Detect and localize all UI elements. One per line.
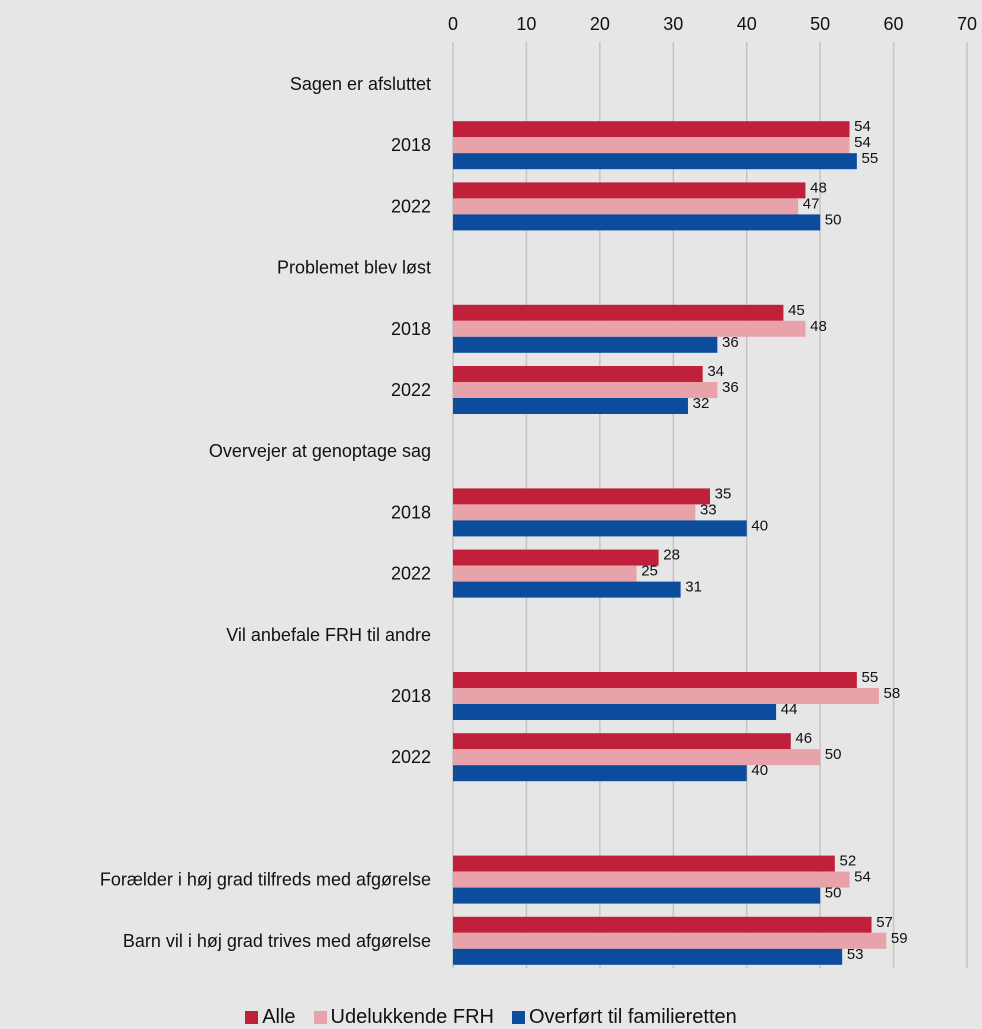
bar-alle — [453, 733, 791, 750]
value-label-udelukkende-frh: 47 — [803, 195, 820, 212]
value-label-alle: 34 — [707, 363, 724, 380]
category-labels: Sagen er afsluttet 2018 2022 Problemet blev… — [100, 74, 431, 951]
category-label: 2022 — [391, 196, 431, 216]
x-tick-label-70: 70 — [957, 14, 977, 34]
legend-swatch-overfort — [511, 1010, 525, 1024]
bar-udelukkende-frh — [453, 932, 887, 949]
value-label-overfort: 36 — [722, 334, 739, 351]
value-label-overfort: 40 — [751, 517, 768, 534]
value-label-alle: 48 — [810, 179, 827, 196]
value-label-udelukkende-frh: 54 — [854, 869, 871, 886]
value-label-alle: 45 — [788, 302, 805, 319]
value-label-alle: 55 — [862, 669, 879, 686]
bar-udelukkende-frh — [453, 871, 850, 888]
value-label-overfort: 32 — [693, 395, 710, 412]
bar-overfort — [453, 581, 681, 598]
legend-label-udelukkende-frh: Udelukkende FRH — [330, 1006, 494, 1028]
value-label-overfort: 50 — [825, 885, 842, 902]
value-label-overfort: 53 — [847, 946, 864, 963]
category-label: 2018 — [391, 686, 431, 706]
category-label: 2022 — [391, 380, 431, 400]
bar-udelukkende-frh — [453, 137, 850, 154]
bar-alle — [453, 672, 857, 688]
value-label-udelukkende-frh: 59 — [891, 930, 908, 947]
bar-overfort — [453, 704, 777, 720]
group-header-label: Sagen er afsluttet — [290, 74, 431, 94]
value-label-alle: 57 — [876, 914, 893, 931]
legend-swatch-alle — [245, 1010, 259, 1024]
value-label-overfort: 55 — [862, 150, 879, 167]
value-label-alle: 46 — [795, 730, 812, 747]
category-label: 2018 — [391, 135, 431, 155]
x-tick-label-10: 10 — [516, 14, 536, 34]
x-tick-label-20: 20 — [590, 14, 610, 34]
category-label: 2018 — [391, 319, 431, 339]
bar-udelukkende-frh — [453, 565, 637, 582]
bar-overfort — [453, 765, 747, 782]
bar-alle — [453, 121, 850, 138]
value-label-udelukkende-frh: 33 — [700, 501, 717, 518]
bar-alle — [453, 855, 835, 872]
value-label-alle: 28 — [663, 547, 680, 564]
x-axis-ticks: 0 10 20 30 40 50 60 70 — [448, 14, 977, 34]
bar-overfort — [453, 948, 843, 965]
x-tick-label-60: 60 — [884, 14, 904, 34]
bar-alle — [453, 488, 710, 505]
bar-overfort — [453, 153, 857, 170]
bar-chart: 0 10 20 30 40 50 60 70 Sagen er afsluttet 2018 20… — [100, 14, 977, 968]
bar-udelukkende-frh — [453, 749, 821, 766]
bar-overfort — [453, 887, 821, 904]
value-label-overfort: 44 — [781, 701, 798, 718]
category-label: 2022 — [391, 564, 431, 584]
bar-overfort — [453, 520, 747, 537]
x-tick-label-30: 30 — [663, 14, 683, 34]
value-labels: 5454554847504548363436323533402825315558… — [641, 118, 907, 963]
value-label-udelukkende-frh: 54 — [854, 134, 871, 151]
legend-item-overfort: Overført til familieretten — [511, 1006, 737, 1028]
bar-overfort — [453, 214, 821, 231]
group-header-label: Overvejer at genoptage sag — [209, 441, 431, 461]
legend-item-alle: Alle — [245, 1006, 296, 1028]
value-label-udelukkende-frh: 48 — [810, 318, 827, 335]
bar-udelukkende-frh — [453, 382, 718, 398]
bar-udelukkende-frh — [453, 504, 696, 521]
value-label-alle: 35 — [715, 485, 732, 502]
value-label-udelukkende-frh: 36 — [722, 379, 739, 396]
bar-alle — [453, 366, 703, 382]
value-label-udelukkende-frh: 58 — [884, 685, 901, 702]
group-header-label: Vil anbefale FRH til andre — [226, 625, 431, 645]
bar-alle — [453, 182, 806, 199]
legend: Alle Udelukkende FRH Overført til famili… — [0, 1006, 982, 1028]
group-header-label: Problemet blev løst — [277, 258, 431, 278]
x-tick-label-0: 0 — [448, 14, 458, 34]
legend-label-overfort: Overført til familieretten — [528, 1006, 737, 1028]
legend-label-alle: Alle — [262, 1006, 296, 1028]
legend-item-udelukkende-frh: Udelukkende FRH — [313, 1006, 494, 1028]
value-label-alle: 52 — [839, 853, 856, 870]
category-label: 2022 — [391, 747, 431, 767]
value-label-udelukkende-frh: 25 — [641, 563, 658, 580]
bars — [453, 121, 887, 965]
value-label-overfort: 31 — [685, 579, 702, 596]
category-label: Forælder i høj grad tilfreds med afgørel… — [100, 870, 431, 890]
value-label-overfort: 40 — [751, 762, 768, 779]
value-label-udelukkende-frh: 50 — [825, 746, 842, 763]
bar-alle — [453, 549, 659, 566]
bar-udelukkende-frh — [453, 198, 799, 215]
value-label-alle: 54 — [854, 118, 871, 135]
bar-overfort — [453, 398, 688, 414]
bar-udelukkende-frh — [453, 688, 879, 704]
x-tick-label-50: 50 — [810, 14, 830, 34]
category-label: Barn vil i høj grad trives med afgørelse — [123, 931, 431, 951]
bar-udelukkende-frh — [453, 320, 806, 337]
bar-alle — [453, 304, 784, 321]
legend-swatch-udelukkende-frh — [313, 1010, 327, 1024]
value-label-overfort: 50 — [825, 211, 842, 228]
x-tick-label-40: 40 — [737, 14, 757, 34]
bar-alle — [453, 916, 872, 933]
category-label: 2018 — [391, 502, 431, 522]
bar-overfort — [453, 336, 718, 353]
